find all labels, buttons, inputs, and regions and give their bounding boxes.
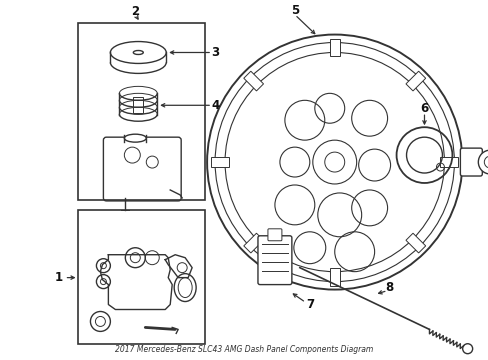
Bar <box>78 210 204 345</box>
Ellipse shape <box>133 50 143 54</box>
FancyBboxPatch shape <box>258 236 291 285</box>
Text: 5: 5 <box>290 4 298 17</box>
Polygon shape <box>440 157 457 167</box>
FancyBboxPatch shape <box>459 148 481 176</box>
Text: 4: 4 <box>210 99 219 112</box>
Text: 8: 8 <box>385 281 393 294</box>
Circle shape <box>96 259 110 273</box>
Circle shape <box>477 150 488 174</box>
Text: 7: 7 <box>305 298 313 311</box>
Polygon shape <box>329 39 339 57</box>
Bar <box>133 97 143 113</box>
Text: 2: 2 <box>131 5 139 18</box>
FancyBboxPatch shape <box>267 229 281 241</box>
Text: 3: 3 <box>211 46 219 59</box>
Text: 2017 Mercedes-Benz SLC43 AMG Dash Panel Components Diagram: 2017 Mercedes-Benz SLC43 AMG Dash Panel … <box>115 345 373 354</box>
Polygon shape <box>244 71 263 91</box>
Text: 1: 1 <box>54 271 62 284</box>
Ellipse shape <box>124 134 146 142</box>
Circle shape <box>96 275 110 289</box>
Polygon shape <box>211 157 228 167</box>
Polygon shape <box>405 71 425 91</box>
Circle shape <box>125 248 145 268</box>
Ellipse shape <box>110 41 166 63</box>
Bar <box>78 23 204 200</box>
Polygon shape <box>244 233 263 253</box>
Text: 6: 6 <box>420 102 428 115</box>
Polygon shape <box>405 233 425 253</box>
Polygon shape <box>329 268 339 285</box>
